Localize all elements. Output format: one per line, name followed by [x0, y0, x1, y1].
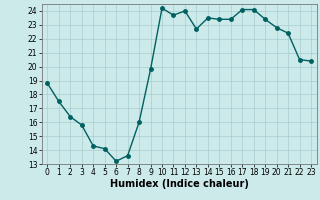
X-axis label: Humidex (Indice chaleur): Humidex (Indice chaleur) — [110, 179, 249, 189]
